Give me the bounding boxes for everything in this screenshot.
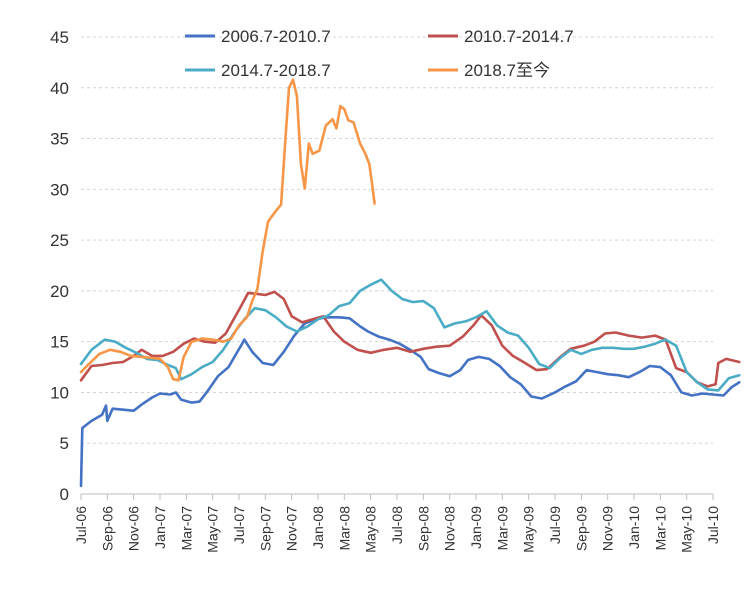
- legend-item-3: 2014.7-2018.7: [185, 61, 331, 80]
- legend-item-2: 2010.7-2014.7: [428, 27, 574, 46]
- x-tick-label: Jul-06: [73, 506, 89, 544]
- x-tick-label: Jan-10: [626, 506, 642, 549]
- x-tick-label: Mar-09: [494, 506, 510, 551]
- legend-label: 2010.7-2014.7: [464, 27, 574, 46]
- y-tick-label: 5: [60, 434, 69, 453]
- x-tick-label: Nov-06: [126, 506, 142, 551]
- legend: 2006.7-2010.7 2010.7-2014.7 2014.7-2018.7 2…: [185, 27, 574, 80]
- x-axis: Jul-06 Sep-06 Nov-06 Jan-07 Mar-07 May-07 Jul-…: [73, 493, 721, 553]
- y-tick-label: 25: [50, 231, 69, 250]
- y-tick-label: 35: [50, 130, 69, 149]
- x-tick-label: Jul-09: [547, 506, 563, 544]
- legend-item-1: 2006.7-2010.7: [185, 27, 331, 46]
- y-tick-label: 40: [50, 79, 69, 98]
- x-tick-label: Sep-07: [257, 506, 273, 551]
- y-tick-label: 10: [50, 383, 69, 402]
- y-tick-label: 30: [50, 180, 69, 199]
- x-tick-label: Jul-07: [231, 506, 247, 544]
- series-lines: [79, 78, 741, 488]
- y-tick-label: 45: [50, 28, 69, 47]
- x-tick-label: Jan-09: [468, 506, 484, 549]
- legend-label: 2014.7-2018.7: [221, 61, 331, 80]
- series-line-2: [79, 290, 741, 388]
- y-axis: 0 5 10 15 20 25 30 35 40 45: [50, 28, 69, 504]
- y-tick-label: 0: [60, 485, 69, 504]
- series-line-1: [79, 316, 741, 488]
- series-line-4: [79, 78, 376, 382]
- x-tick-label: Sep-09: [573, 506, 589, 551]
- x-tick-label: Mar-07: [178, 506, 194, 551]
- x-tick-label: Jan-07: [152, 506, 168, 549]
- x-tick-label: Jul-08: [389, 506, 405, 544]
- x-tick-label: Jan-08: [310, 506, 326, 549]
- series-line-3: [79, 278, 741, 392]
- x-tick-label: May-10: [679, 506, 695, 553]
- legend-item-4: 2018.7至今: [428, 61, 550, 80]
- x-tick-label: Mar-08: [336, 506, 352, 551]
- legend-label: 2018.7至今: [464, 61, 550, 80]
- x-tick-label: May-08: [363, 506, 379, 553]
- grid-lines: [81, 36, 713, 444]
- x-tick-label: May-09: [521, 506, 537, 553]
- y-tick-label: 20: [50, 282, 69, 301]
- x-tick-label: Nov-08: [442, 506, 458, 551]
- x-tick-label: Sep-08: [415, 506, 431, 551]
- y-tick-label: 15: [50, 333, 69, 352]
- legend-label: 2006.7-2010.7: [221, 27, 331, 46]
- x-tick-label: Sep-06: [99, 506, 115, 551]
- x-tick-label: Mar-10: [652, 506, 668, 551]
- x-tick-label: May-07: [205, 506, 221, 553]
- x-tick-label: Nov-07: [284, 506, 300, 551]
- x-tick-label: Nov-09: [600, 506, 616, 551]
- x-tick-label: Jul-10: [705, 506, 721, 544]
